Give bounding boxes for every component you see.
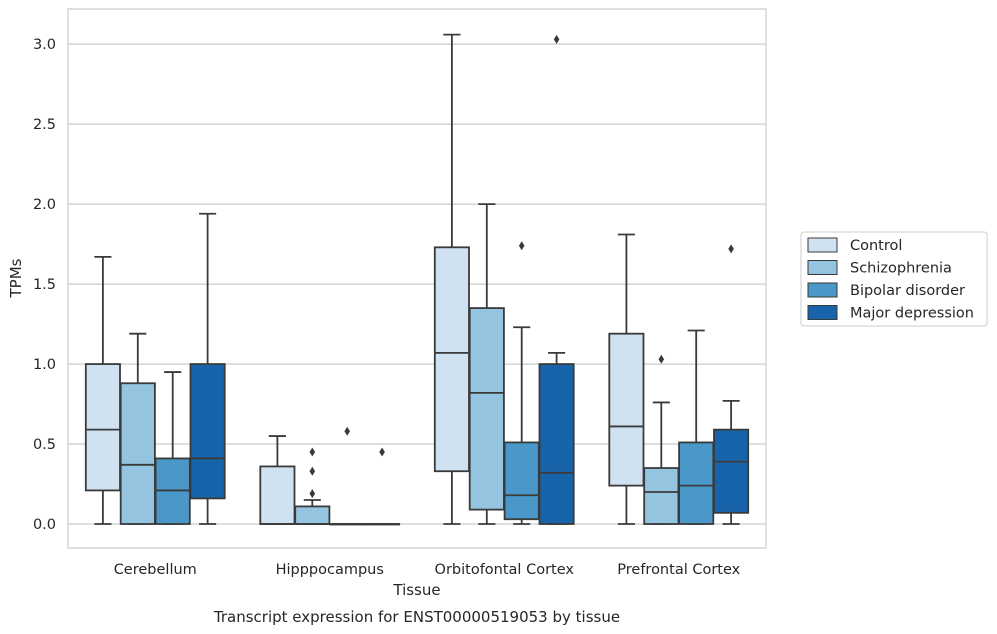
- legend-swatch: [807, 282, 838, 298]
- y-tick-label: 1.5: [33, 277, 56, 293]
- box-element: [678, 329, 715, 525]
- box-element: [608, 233, 645, 525]
- box-element: [643, 354, 680, 525]
- y-axis-title: TPMs: [7, 258, 25, 298]
- box-element: [503, 241, 540, 525]
- box-iqr: [608, 332, 645, 487]
- outlier-point: [379, 447, 385, 457]
- box-iqr: [433, 246, 470, 473]
- plot-area-frame: [67, 8, 767, 549]
- box-element: [329, 426, 366, 526]
- grid-lines: [68, 43, 766, 525]
- x-tick-label: Prefrontal Cortex: [617, 562, 740, 578]
- box-element: [259, 435, 296, 525]
- box-iqr: [538, 363, 575, 525]
- box-element: [84, 256, 121, 525]
- box-element: [713, 244, 750, 525]
- legend-swatch: [807, 305, 838, 320]
- legend-label: Major depression: [850, 306, 974, 322]
- y-tick-label: 1.0: [33, 357, 56, 373]
- outlier-point: [344, 426, 350, 436]
- box-series-group: [84, 33, 750, 526]
- outlier-point: [658, 354, 665, 364]
- outlier-point: [518, 241, 525, 251]
- box-iqr: [259, 465, 296, 525]
- x-tick-label: Cerebellum: [114, 562, 197, 578]
- box-iqr: [119, 382, 156, 525]
- box-element: [364, 447, 401, 526]
- x-tick-label: Orbitofontal Cortex: [435, 562, 575, 578]
- box-element: [538, 34, 575, 525]
- y-tick-label: 3.0: [33, 37, 56, 53]
- x-tick-label: Hipppocampus: [276, 562, 384, 578]
- box-element: [294, 447, 331, 525]
- box-iqr: [503, 441, 540, 521]
- chart-caption: Transcript expression for ENST0000051905…: [213, 608, 620, 626]
- box-iqr: [713, 428, 750, 514]
- legend: Control Schizophrenia Bipolar disorder Majo…: [800, 231, 988, 327]
- outlier-point: [309, 466, 316, 476]
- box-element: [468, 203, 505, 525]
- legend-label: Bipolar disorder: [850, 283, 965, 299]
- box-element: [189, 212, 226, 525]
- legend-swatch: [807, 237, 838, 253]
- y-axis-ticks: 0.0 0.5 1.0 1.5 2.0 2.5 3.0: [33, 37, 56, 533]
- outlier-point: [728, 244, 734, 254]
- box-element: [154, 371, 191, 525]
- outlier-point: [553, 34, 560, 44]
- box-iqr: [294, 505, 331, 525]
- box-iqr: [84, 363, 121, 492]
- box-iqr: [189, 363, 226, 500]
- legend-label: Control: [850, 238, 902, 254]
- box-element: [433, 33, 470, 525]
- box-iqr: [468, 307, 505, 511]
- x-axis-ticks: Cerebellum Hipppocampus Orbitofontal Corte…: [114, 562, 741, 578]
- y-tick-label: 2.5: [33, 117, 56, 133]
- y-tick-label: 0.0: [33, 517, 56, 533]
- box-iqr: [643, 467, 680, 525]
- box-element: [119, 332, 156, 525]
- y-tick-label: 2.0: [33, 197, 56, 213]
- y-tick-label: 0.5: [33, 437, 56, 453]
- legend-swatch: [807, 260, 838, 275]
- legend-label: Schizophrenia: [850, 261, 952, 277]
- outlier-point: [309, 489, 316, 499]
- box-iqr: [678, 441, 715, 525]
- x-axis-title: Tissue: [392, 581, 440, 599]
- legend-frame: [800, 231, 988, 327]
- outlier-point: [309, 447, 316, 457]
